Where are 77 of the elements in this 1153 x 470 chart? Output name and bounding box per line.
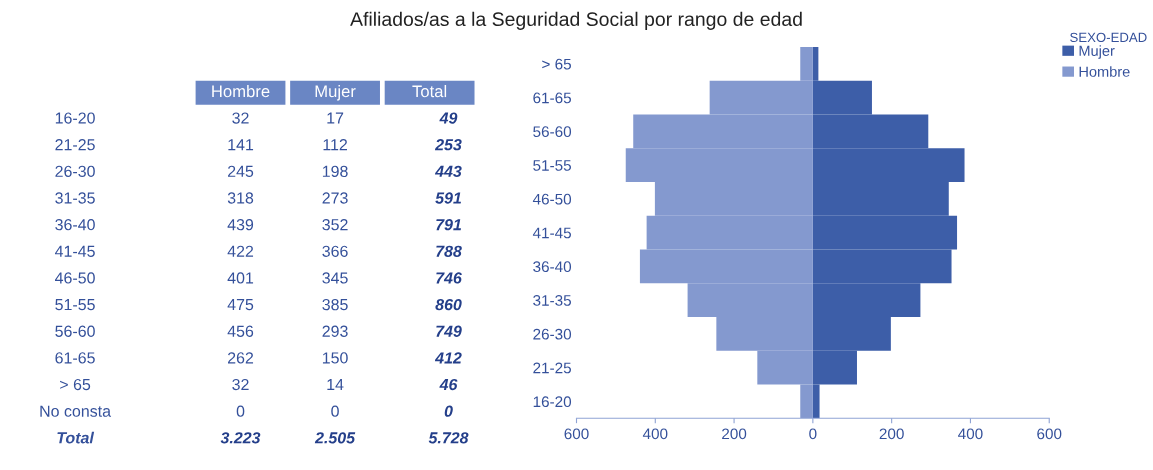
text: 5.728 (428, 432, 469, 444)
data-label: 352 (322, 218, 348, 231)
data-label: 150 (322, 352, 348, 364)
data-label: 0 (236, 405, 245, 417)
x-tick-label: 400 (642, 428, 668, 440)
x-tick-label: 200 (722, 428, 747, 440)
category-label: 41-45 (55, 245, 95, 257)
data-label: 475 (227, 299, 254, 311)
category-label: 21-25 (55, 139, 95, 151)
y-tick-label: 41-45 (532, 227, 571, 239)
data-label: 422 (227, 245, 254, 257)
y-tick-label: 46-50 (532, 193, 572, 205)
data-label: 14 (327, 379, 344, 391)
data-label: 412 (434, 352, 462, 364)
text: Afiliados/as a la Seguridad Social por rango de edad (350, 11, 802, 30)
data-label: 32 (232, 378, 249, 391)
y-tick-label: 21-25 (533, 362, 571, 374)
data-label: 746 (436, 272, 462, 284)
category-label: 46-50 (55, 272, 95, 284)
data-label: 749 (436, 325, 462, 337)
data-label: 345 (322, 272, 348, 284)
text: Hombre (212, 85, 270, 98)
y-tick-label: 61-65 (533, 92, 571, 104)
data-label: 0 (444, 405, 453, 417)
text: SEXO-EDAD (1070, 32, 1147, 43)
data-label: 443 (434, 165, 462, 178)
legend-label: Hombre (1079, 66, 1130, 77)
data-label: 788 (436, 245, 462, 257)
y-tick-label: > 65 (542, 58, 571, 70)
data-label: 385 (322, 298, 348, 311)
category-label: > 65 (60, 378, 91, 391)
text: 3.223 (220, 432, 261, 444)
data-label: 141 (228, 139, 254, 151)
data-label: 46 (439, 378, 458, 391)
data-label: 49 (439, 112, 458, 124)
text: Total (412, 85, 447, 98)
data-label: 318 (227, 192, 254, 204)
data-label: 293 (322, 325, 348, 337)
data-label: 245 (228, 165, 254, 178)
legend-label: Mujer (1079, 45, 1115, 59)
y-tick-label: 26-30 (533, 328, 572, 340)
data-label: 112 (323, 139, 347, 151)
y-tick-label: 51-55 (533, 160, 571, 171)
data-label: 262 (228, 352, 254, 364)
category-label: 16-20 (55, 112, 95, 124)
data-label: 439 (227, 218, 254, 231)
y-tick-label: 36-40 (533, 261, 572, 273)
data-label: 860 (435, 298, 462, 311)
x-tick-label: 600 (1037, 428, 1062, 440)
y-tick-label: 16-20 (533, 396, 572, 408)
x-tick-label: 200 (879, 428, 904, 440)
data-label: 253 (434, 139, 462, 151)
x-tick-label: 400 (958, 428, 983, 440)
category-label: No consta (40, 405, 112, 417)
text: Mujer (315, 85, 356, 101)
data-label: 591 (435, 192, 461, 204)
category-label: 31-35 (55, 192, 95, 204)
x-tick-label: 0 (809, 428, 817, 440)
data-label: 0 (331, 405, 339, 417)
x-tick-label: 600 (564, 428, 589, 440)
y-tick-label: 31-35 (533, 295, 571, 306)
data-label: 198 (322, 165, 348, 178)
category-label: 61-65 (55, 352, 95, 364)
data-label: 17 (327, 112, 344, 124)
category-label: 36-40 (55, 218, 95, 231)
data-label: 366 (322, 245, 348, 257)
y-tick-label: 56-60 (533, 126, 572, 138)
category-label: 56-60 (55, 325, 95, 337)
category-label: 51-55 (55, 299, 95, 311)
text: 2.505 (314, 432, 356, 444)
data-label: 401 (227, 272, 254, 284)
data-label: 273 (322, 192, 348, 204)
data-label: 456 (227, 325, 254, 337)
text: Total (57, 431, 95, 444)
category-label: 26-30 (55, 165, 95, 178)
data-label: 791 (436, 218, 461, 231)
data-label: 32 (232, 112, 249, 124)
